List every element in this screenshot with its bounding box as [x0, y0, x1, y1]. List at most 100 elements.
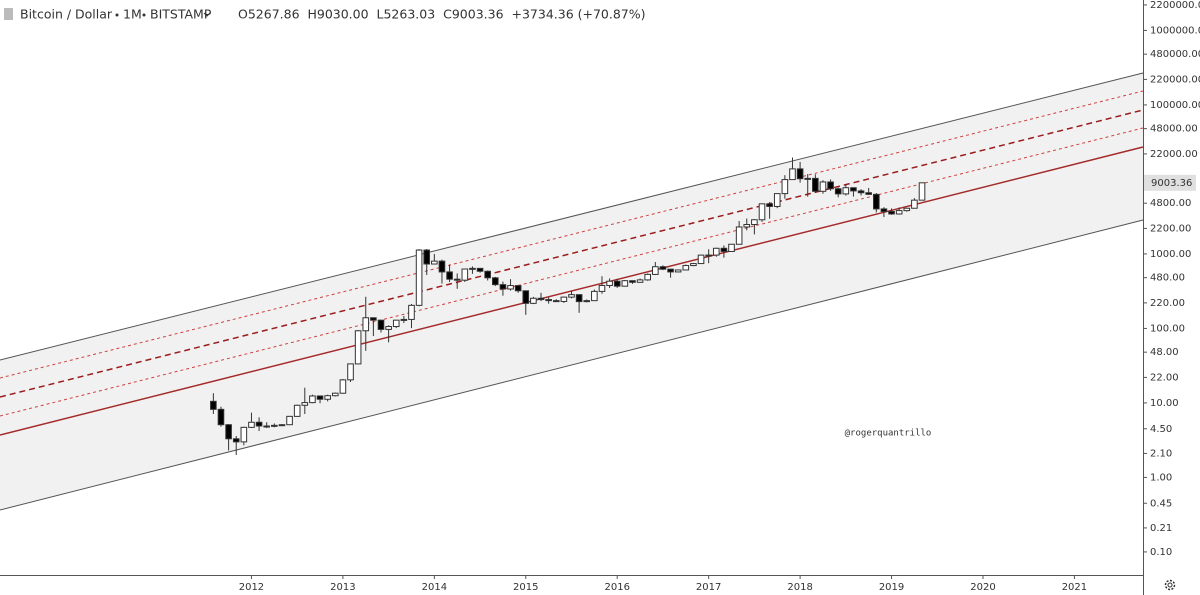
y-tick-label: 48.00 [1150, 347, 1179, 358]
candle-body [903, 207, 911, 212]
candle-body [385, 326, 392, 330]
mid-dashed-line [0, 109, 1144, 398]
x-tick-label: 2013 [330, 582, 355, 593]
candle-body [225, 424, 232, 440]
candle-body [644, 273, 652, 281]
candle-body [705, 254, 712, 257]
candle-body [728, 243, 735, 252]
y-tick-label: 10.00 [1150, 398, 1179, 409]
candle-body [271, 424, 278, 427]
candle-body [492, 277, 499, 286]
candle-body [438, 260, 446, 273]
candle-body [530, 297, 537, 304]
x-tick-label: 2018 [787, 582, 812, 593]
candle-body [766, 203, 773, 207]
separator [142, 13, 146, 17]
candle-body [324, 395, 331, 400]
candle-body [758, 203, 766, 221]
candle-body [560, 296, 568, 302]
candle-body [804, 177, 812, 180]
y-tick-label: 4800.00 [1150, 198, 1191, 209]
candle-body [469, 267, 476, 270]
candle-body [629, 280, 636, 283]
candle-body [301, 402, 309, 406]
candle-body [735, 226, 743, 245]
candle-body [690, 263, 697, 267]
candle-body [697, 254, 705, 265]
candle-body [568, 294, 575, 298]
y-tick-label: 2200000.00 [1150, 0, 1200, 11]
candle-body [552, 300, 560, 303]
exchange: BITSTAMP [150, 7, 212, 22]
candle-body [895, 210, 903, 215]
ohlc-legend: O5267.86 H9030.00 L5263.03 C9003.36 +373… [238, 7, 646, 22]
axes: 2200000.00 1000000.00 480000.00 220000.00 10… [239, 0, 1200, 593]
candle-body [507, 285, 514, 290]
candle-body [278, 424, 286, 427]
candle-body [514, 285, 522, 292]
channel-top [0, 72, 1144, 361]
candle-body [652, 266, 659, 275]
separator [115, 13, 119, 17]
candle-body [667, 268, 674, 273]
candle-body [309, 395, 316, 404]
candle-body [857, 190, 865, 194]
candle-body [842, 187, 850, 195]
candle-body [682, 265, 690, 271]
x-tick-label: 2016 [604, 582, 629, 593]
dropdown-chevron[interactable] [203, 12, 211, 17]
y-tick-label: 0.45 [1150, 498, 1172, 509]
candle-body [232, 438, 240, 443]
candle-body [362, 317, 370, 332]
x-tick-label: 2019 [879, 582, 904, 593]
candle-body [712, 247, 720, 256]
y-tick-label: 1.00 [1150, 472, 1172, 483]
candle-body [545, 299, 552, 302]
candles [210, 157, 926, 455]
settings-icon[interactable] [1164, 579, 1176, 591]
candle-body [781, 179, 789, 195]
y-tick-label: 2.10 [1150, 448, 1172, 459]
candle-body [370, 317, 377, 321]
y-tick-label: 1000000.00 [1150, 25, 1200, 36]
candle-body [210, 400, 217, 410]
y-tick-label: 220.00 [1150, 298, 1185, 309]
candle-body [789, 168, 796, 181]
symbol: Bitcoin / Dollar [20, 7, 113, 22]
y-tick-label: 22.00 [1150, 372, 1179, 383]
candle-body [255, 421, 263, 427]
candle-body [461, 268, 469, 281]
y-tick-label: 100.00 [1150, 323, 1185, 334]
candle-body [339, 379, 347, 394]
candle-body [415, 249, 423, 306]
candle-body [575, 294, 583, 303]
candle-body [720, 247, 728, 252]
candle-body [408, 304, 415, 320]
candle-body [537, 297, 545, 301]
x-tick-label: 2021 [1062, 582, 1087, 593]
candle-body [636, 279, 644, 283]
y-tick-label: 0.21 [1150, 523, 1172, 534]
candle-body [522, 290, 530, 304]
candle-body [880, 208, 888, 213]
y-tick-label: 1000.00 [1150, 249, 1191, 260]
candle-body [316, 395, 324, 400]
candle-body [674, 269, 682, 273]
last-price-box [1144, 174, 1196, 191]
x-tick-label: 2012 [239, 582, 264, 593]
x-tick-label: 2015 [513, 582, 538, 593]
y-tick-label: 4.50 [1150, 424, 1172, 435]
candle-body [591, 290, 598, 302]
time-axis-bg [0, 575, 1143, 595]
candle-body [484, 270, 491, 279]
candle-body [446, 271, 453, 280]
candle-body [598, 284, 606, 292]
watermark: @rogerquantrillo [845, 429, 932, 439]
candle-body [850, 187, 857, 192]
candle-body [354, 330, 362, 365]
candle-body [819, 181, 827, 192]
candle-body [217, 408, 225, 426]
candle-body [659, 266, 667, 270]
